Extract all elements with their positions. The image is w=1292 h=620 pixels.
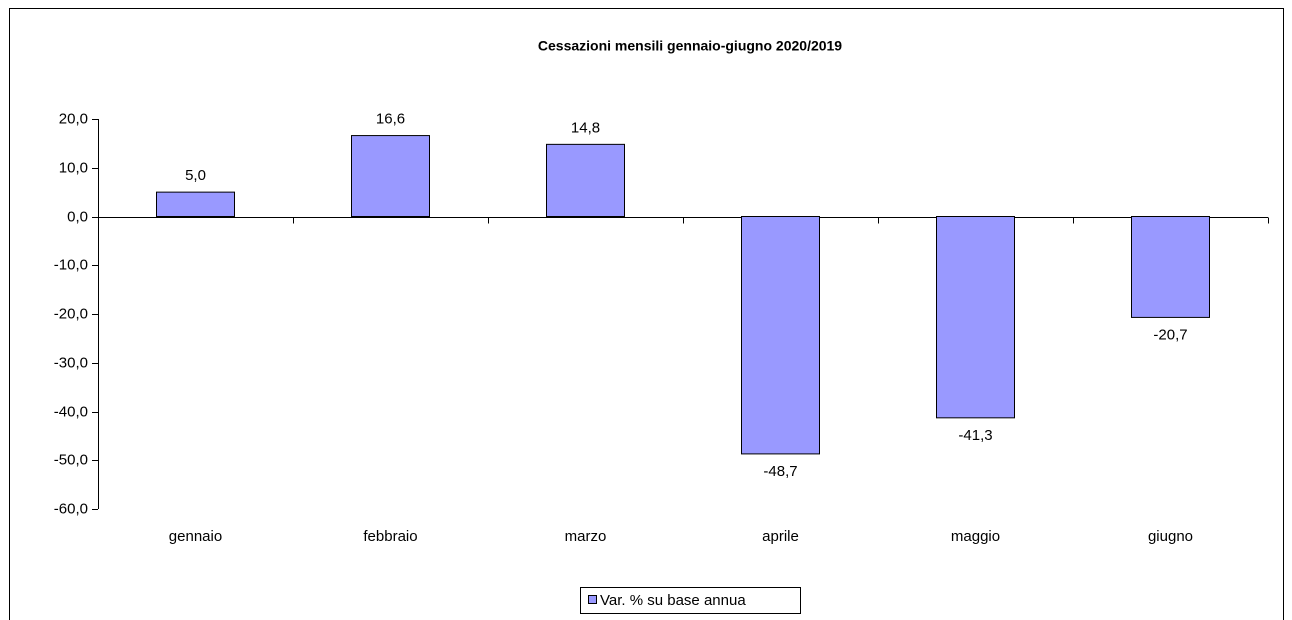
y-tick-label: 0,0 <box>67 208 88 225</box>
bar <box>546 143 625 218</box>
bar <box>351 135 430 217</box>
y-tick-label: -50,0 <box>54 451 88 468</box>
bar <box>156 191 235 217</box>
data-label: 16,6 <box>376 111 405 128</box>
bar <box>741 216 820 455</box>
y-tick-label: -10,0 <box>54 256 88 273</box>
x-tick-label: giugno <box>1148 528 1193 545</box>
y-tick-label: -20,0 <box>54 305 88 322</box>
data-label: -48,7 <box>763 463 797 480</box>
y-tick-label: -40,0 <box>54 403 88 420</box>
y-tick-label: -30,0 <box>54 354 88 371</box>
data-label: -20,7 <box>1153 326 1187 343</box>
y-tick-label: 20,0 <box>59 110 88 127</box>
x-tick-label: marzo <box>565 528 607 545</box>
x-tick-label: gennaio <box>169 528 222 545</box>
x-tick-label: aprile <box>762 528 799 545</box>
legend-swatch <box>588 595 597 604</box>
data-label: 14,8 <box>571 119 600 136</box>
y-tick-label: -60,0 <box>54 500 88 517</box>
legend-box <box>580 587 801 614</box>
x-tick-label: maggio <box>951 528 1000 545</box>
chart-border <box>9 8 1284 620</box>
x-tick-label: febbraio <box>363 528 417 545</box>
data-label: 5,0 <box>185 167 206 184</box>
bar <box>936 216 1015 419</box>
bar <box>1131 216 1210 318</box>
data-label: -41,3 <box>958 427 992 444</box>
y-tick-label: 10,0 <box>59 159 88 176</box>
legend-label: Var. % su base annua <box>600 592 746 609</box>
chart-title: Cessazioni mensili gennaio-giugno 2020/2… <box>538 38 842 54</box>
